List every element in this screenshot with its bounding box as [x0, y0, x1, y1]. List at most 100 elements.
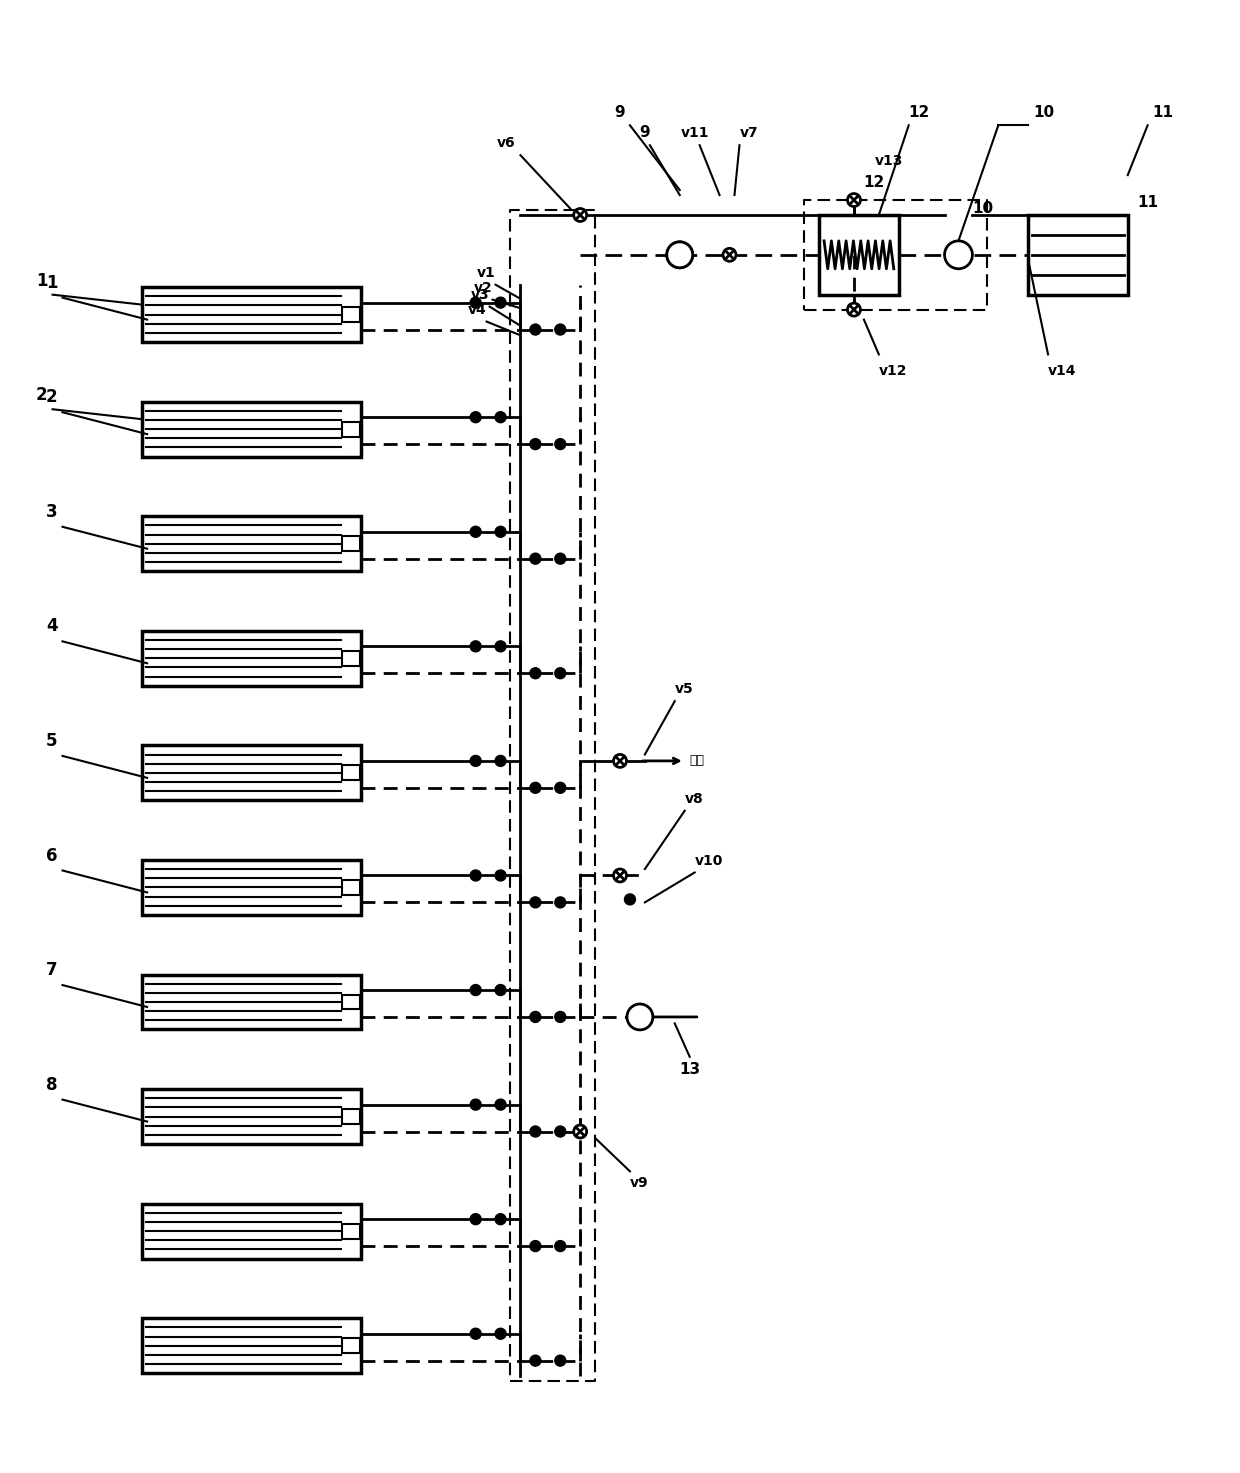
Circle shape: [667, 242, 693, 268]
Circle shape: [574, 1125, 587, 1139]
Text: v6: v6: [497, 136, 516, 150]
Circle shape: [529, 324, 541, 334]
Circle shape: [529, 1012, 541, 1022]
Circle shape: [723, 249, 737, 261]
Text: 10: 10: [1033, 106, 1054, 121]
Circle shape: [495, 526, 506, 538]
Circle shape: [470, 871, 481, 881]
Circle shape: [495, 1099, 506, 1111]
Text: 11: 11: [1137, 194, 1158, 211]
Circle shape: [495, 1214, 506, 1224]
Text: v2: v2: [474, 281, 492, 295]
Bar: [143, 287, 361, 342]
Text: 2: 2: [36, 386, 47, 404]
Bar: [342, 421, 360, 436]
Circle shape: [667, 242, 693, 268]
Bar: [820, 215, 899, 295]
Circle shape: [529, 1240, 541, 1252]
Text: v14: v14: [1048, 364, 1076, 379]
Text: 8: 8: [46, 1075, 57, 1093]
Text: v1: v1: [477, 265, 496, 280]
Text: v8: v8: [684, 792, 703, 806]
Text: v5: v5: [675, 682, 693, 697]
Text: 13: 13: [680, 1062, 701, 1077]
Circle shape: [554, 439, 565, 449]
Bar: [342, 766, 360, 781]
Text: 2: 2: [46, 389, 57, 407]
Bar: [342, 651, 360, 666]
Text: v9: v9: [630, 1177, 649, 1190]
Bar: [143, 1203, 361, 1258]
Text: 1: 1: [36, 271, 47, 290]
Circle shape: [554, 897, 565, 907]
Circle shape: [614, 754, 626, 767]
Text: 1: 1: [46, 274, 57, 292]
Bar: [143, 402, 361, 457]
Circle shape: [554, 324, 565, 334]
Circle shape: [495, 871, 506, 881]
Circle shape: [529, 1125, 541, 1137]
Circle shape: [847, 193, 861, 206]
Circle shape: [529, 782, 541, 794]
Bar: [143, 1089, 361, 1145]
Bar: [143, 975, 361, 1030]
Circle shape: [529, 554, 541, 564]
Circle shape: [470, 641, 481, 653]
Bar: [143, 630, 361, 686]
Text: 9: 9: [640, 125, 650, 140]
Circle shape: [470, 984, 481, 996]
Text: v12: v12: [879, 364, 908, 379]
Circle shape: [470, 1329, 481, 1339]
Text: v10: v10: [694, 853, 723, 868]
Text: 6: 6: [46, 847, 57, 865]
Text: 7: 7: [46, 960, 57, 980]
Circle shape: [625, 894, 635, 904]
Circle shape: [529, 667, 541, 679]
Circle shape: [529, 439, 541, 449]
Circle shape: [470, 298, 481, 308]
Circle shape: [495, 641, 506, 653]
Text: v11: v11: [681, 127, 709, 140]
Text: 4: 4: [46, 617, 57, 635]
Circle shape: [495, 1329, 506, 1339]
Bar: [342, 879, 360, 896]
Circle shape: [495, 412, 506, 423]
Circle shape: [495, 984, 506, 996]
Circle shape: [614, 869, 626, 882]
Bar: [1028, 215, 1127, 295]
Text: 10: 10: [973, 200, 994, 217]
Circle shape: [554, 1012, 565, 1022]
Circle shape: [574, 209, 587, 221]
Circle shape: [627, 1005, 652, 1030]
Text: v13: v13: [874, 155, 903, 168]
Circle shape: [554, 782, 565, 794]
Text: v7: v7: [739, 127, 758, 140]
Bar: [342, 1339, 360, 1354]
Circle shape: [495, 756, 506, 766]
Bar: [342, 1224, 360, 1239]
Bar: [143, 1318, 361, 1373]
Circle shape: [529, 1355, 541, 1365]
Circle shape: [554, 1240, 565, 1252]
Bar: [143, 517, 361, 572]
Circle shape: [847, 303, 861, 317]
Circle shape: [470, 1214, 481, 1224]
Circle shape: [554, 667, 565, 679]
Bar: [342, 536, 360, 551]
Circle shape: [495, 298, 506, 308]
Text: 末端: 末端: [689, 754, 704, 767]
Circle shape: [945, 242, 972, 268]
Bar: [342, 1109, 360, 1124]
Bar: [342, 994, 360, 1009]
Text: 9: 9: [614, 106, 625, 121]
Circle shape: [470, 1099, 481, 1111]
Circle shape: [554, 1125, 565, 1137]
Text: 11: 11: [1153, 106, 1173, 121]
Text: 12: 12: [909, 106, 930, 121]
Circle shape: [470, 526, 481, 538]
Circle shape: [470, 412, 481, 423]
Text: v3: v3: [471, 287, 490, 302]
Text: v4: v4: [467, 302, 486, 317]
Bar: [342, 308, 360, 323]
Text: 12: 12: [863, 175, 884, 190]
